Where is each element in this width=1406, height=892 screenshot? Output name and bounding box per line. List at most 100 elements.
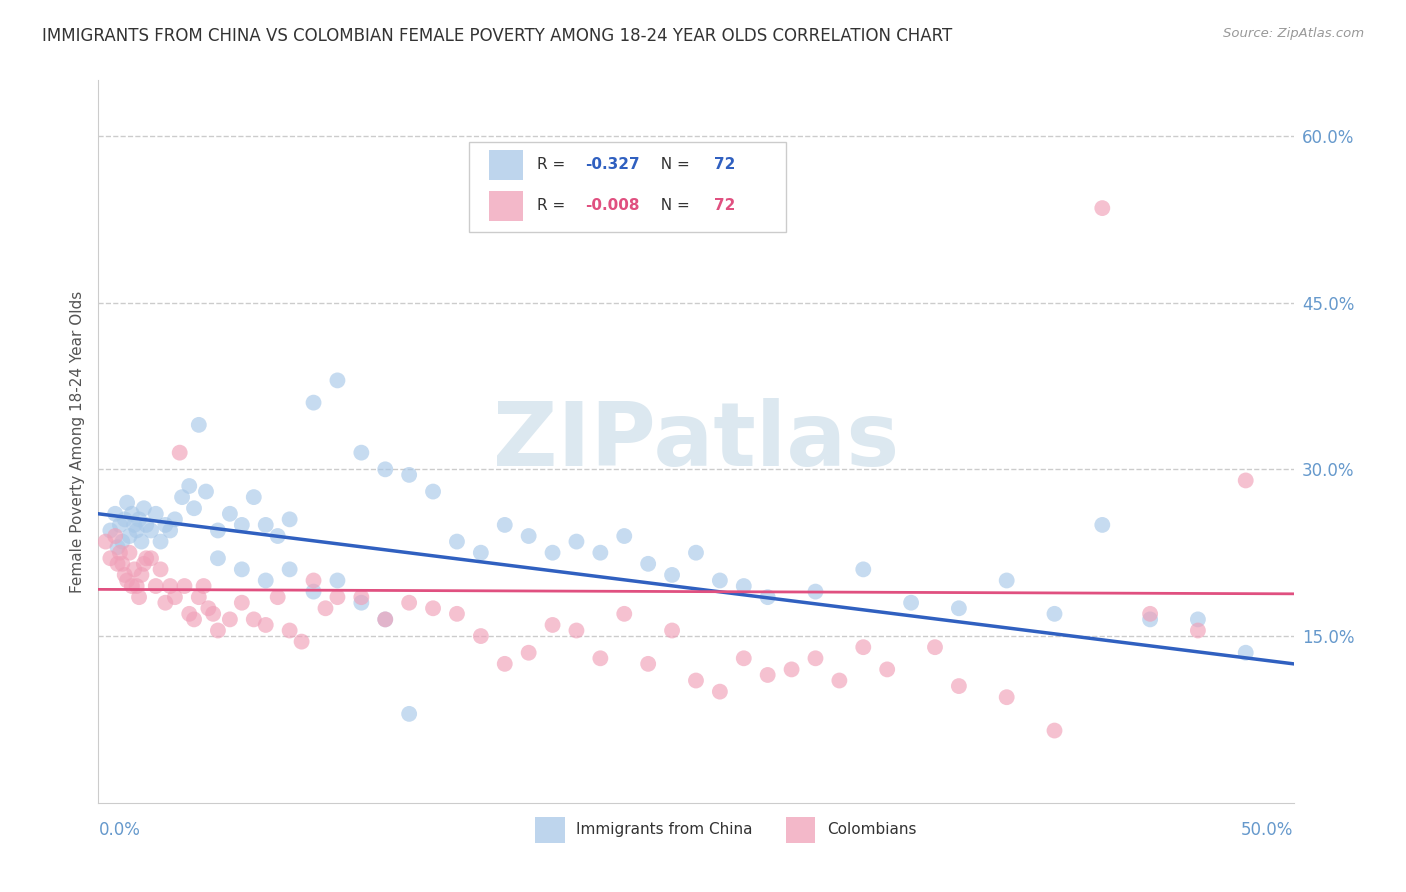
Point	[1234, 646, 1257, 660]
Point	[733, 651, 755, 665]
Point	[115, 574, 138, 588]
Text: 0.0%: 0.0%	[98, 821, 141, 838]
Point	[163, 590, 186, 604]
Point	[231, 596, 253, 610]
Point	[124, 517, 146, 532]
Point	[302, 395, 325, 409]
Point	[733, 579, 755, 593]
Text: Colombians: Colombians	[827, 822, 917, 838]
Point	[589, 546, 612, 560]
Point	[637, 657, 659, 671]
Text: ZIPatlas: ZIPatlas	[494, 398, 898, 485]
Point	[326, 373, 349, 387]
Point	[1043, 723, 1066, 738]
Point	[108, 546, 131, 560]
Point	[135, 517, 157, 532]
Point	[756, 668, 779, 682]
Bar	[489, 150, 523, 180]
Point	[315, 601, 337, 615]
Point	[470, 546, 492, 560]
Point	[132, 557, 155, 571]
Point	[661, 624, 683, 638]
Point	[278, 624, 301, 638]
Point	[541, 618, 564, 632]
Point	[350, 445, 373, 459]
Point	[254, 574, 277, 588]
Point	[149, 562, 172, 576]
Point	[121, 579, 143, 593]
Point	[159, 524, 181, 538]
Point	[114, 512, 136, 526]
Point	[565, 624, 588, 638]
Point	[254, 517, 277, 532]
Point	[193, 579, 215, 593]
Point	[107, 557, 129, 571]
Point	[207, 551, 229, 566]
Point	[219, 507, 242, 521]
Point	[111, 557, 134, 571]
Point	[804, 584, 827, 599]
Point	[207, 624, 229, 638]
Text: N =: N =	[651, 157, 695, 172]
Bar	[534, 817, 565, 843]
Bar	[786, 817, 815, 843]
Point	[124, 562, 146, 576]
Point	[187, 590, 209, 604]
Point	[541, 546, 564, 560]
Point	[613, 607, 636, 621]
Point	[139, 524, 162, 538]
Point	[195, 484, 218, 499]
Point	[637, 557, 659, 571]
Point	[828, 673, 851, 688]
Point	[145, 507, 167, 521]
Point	[131, 568, 153, 582]
Point	[172, 490, 194, 504]
Point	[98, 551, 122, 566]
Text: 50.0%: 50.0%	[1241, 821, 1294, 838]
Text: 72: 72	[714, 157, 735, 172]
Text: Source: ZipAtlas.com: Source: ZipAtlas.com	[1223, 27, 1364, 40]
Text: R =: R =	[537, 157, 571, 172]
Point	[121, 507, 143, 521]
Y-axis label: Female Poverty Among 18-24 Year Olds: Female Poverty Among 18-24 Year Olds	[69, 291, 84, 592]
Point	[197, 601, 219, 615]
Point	[114, 568, 136, 582]
Point	[924, 640, 946, 655]
Point	[131, 534, 153, 549]
Point	[350, 596, 373, 610]
Point	[291, 634, 314, 648]
Point	[398, 706, 420, 721]
Point	[1091, 517, 1114, 532]
Point	[326, 574, 349, 588]
Point	[128, 512, 150, 526]
Point	[446, 534, 468, 549]
Point	[780, 662, 803, 676]
Point	[159, 579, 181, 593]
Point	[685, 673, 707, 688]
Point	[948, 679, 970, 693]
Point	[470, 629, 492, 643]
Point	[709, 574, 731, 588]
Point	[804, 651, 827, 665]
Point	[139, 551, 162, 566]
Point	[183, 501, 205, 516]
Point	[111, 534, 134, 549]
Point	[374, 612, 396, 626]
Point	[254, 618, 277, 632]
Point	[661, 568, 683, 582]
Point	[104, 507, 127, 521]
Text: 72: 72	[714, 199, 735, 213]
Point	[517, 529, 540, 543]
Point	[709, 684, 731, 698]
Point	[900, 596, 922, 610]
Point	[169, 445, 191, 459]
FancyBboxPatch shape	[470, 142, 786, 232]
Point	[852, 640, 875, 655]
Point	[128, 590, 150, 604]
Point	[267, 590, 290, 604]
Point	[107, 540, 129, 554]
Point	[231, 517, 253, 532]
Point	[94, 534, 117, 549]
Text: -0.327: -0.327	[585, 157, 640, 172]
Point	[278, 562, 301, 576]
